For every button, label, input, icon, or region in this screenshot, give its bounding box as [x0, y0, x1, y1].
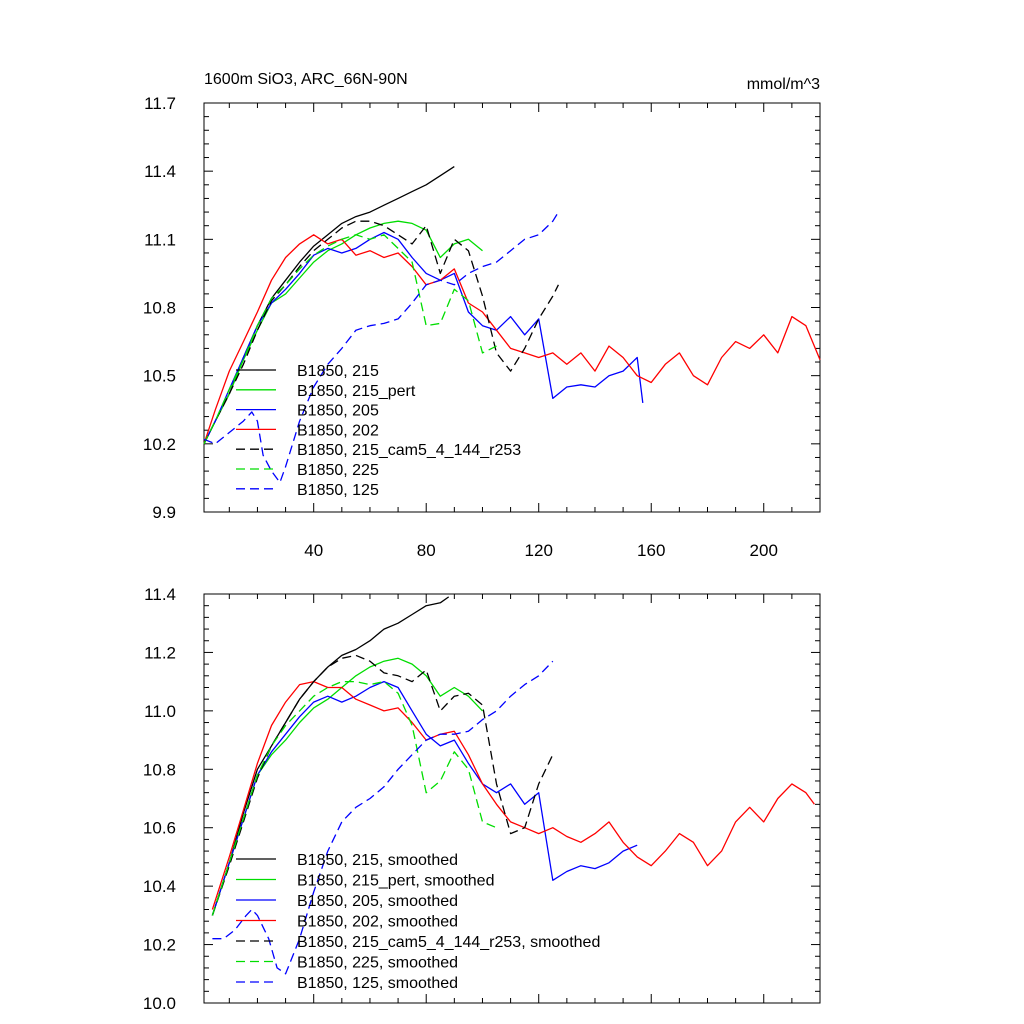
legend-label: B1850, 202: [297, 422, 379, 439]
legend-label: B1850, 215, smoothed: [297, 852, 458, 869]
legend-label: B1850, 215_pert: [297, 383, 416, 400]
series-line-4: [211, 680, 815, 910]
x-tick-label: 80: [417, 541, 436, 560]
y-tick-label: 10.2: [143, 936, 176, 955]
series-line-6: [211, 680, 497, 916]
legend-label: B1850, 215_pert, smoothed: [297, 873, 494, 890]
top-panel: 40 80 120 160 200 9.9 10.2 10.5 10.8 11.1 11.4 11.7…: [143, 71, 821, 560]
x-tick-label: 120: [525, 541, 553, 560]
y-tick-label: 10.8: [143, 299, 176, 318]
series-line-7: [203, 211, 559, 484]
y-tick-label: 10.6: [143, 819, 176, 838]
legend: B1850, 215 B1850, 215_pert B1850, 205 B1850…: [236, 363, 521, 499]
x-tick-label: 200: [750, 541, 778, 560]
legend-label: B1850, 225: [297, 462, 379, 479]
series-line-7: [212, 660, 554, 975]
plot-frame: [203, 593, 821, 1004]
series-line-3: [211, 680, 638, 916]
legend-label: B1850, 205: [297, 403, 379, 420]
y-tick-label: 11.7: [144, 94, 176, 113]
series-line-5: [211, 654, 554, 916]
y-tick-label: 11.4: [144, 585, 176, 604]
bottom-panel: 10.0 10.2 10.4 10.6 10.8 11.0 11.2 11.4 B1850, 2…: [143, 585, 821, 1013]
y-tick-label: 10.4: [143, 877, 176, 896]
series-line-3: [203, 231, 644, 445]
legend-label: B1850, 215: [297, 363, 379, 380]
legend-label: B1850, 125, smoothed: [297, 975, 458, 992]
y-tick-label: 10.5: [143, 367, 176, 386]
chart-title: 1600m SiO3, ARC_66N-90N: [204, 71, 408, 88]
legend: B1850, 215, smoothed B1850, 215_pert, smo…: [236, 852, 600, 992]
legend-label: B1850, 215_cam5_4_144_r253: [297, 442, 521, 459]
series-line-5: [203, 220, 559, 445]
series-line-4: [203, 234, 821, 445]
legend-label: B1850, 215_cam5_4_144_r253, smoothed: [297, 934, 600, 951]
x-tick-label: 160: [637, 541, 665, 560]
series-line-6: [203, 234, 497, 445]
legend-label: B1850, 125: [297, 482, 379, 499]
y-tick-label: 11.0: [144, 702, 176, 721]
y-tick-label: 9.9: [152, 503, 176, 522]
series-line-1: [211, 596, 450, 916]
y-tick-label: 10.2: [143, 435, 176, 454]
units-label: mmol/m^3: [747, 76, 820, 93]
y-tick-label: 10.8: [143, 760, 176, 779]
y-tick-label: 11.2: [144, 643, 176, 662]
y-tick-label: 11.4: [144, 162, 176, 181]
legend-label: B1850, 205, smoothed: [297, 893, 458, 910]
x-tick-label: 40: [304, 541, 323, 560]
y-tick-label: 11.1: [144, 230, 176, 249]
legend-label: B1850, 225, smoothed: [297, 955, 458, 972]
y-tick-label: 10.0: [143, 994, 176, 1013]
legend-label: B1850, 202, smoothed: [297, 914, 458, 931]
